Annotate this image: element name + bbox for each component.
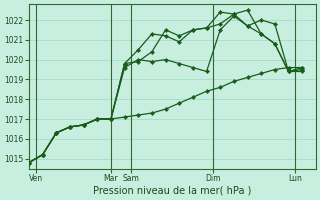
X-axis label: Pression niveau de la mer( hPa ): Pression niveau de la mer( hPa ) [93, 186, 252, 196]
